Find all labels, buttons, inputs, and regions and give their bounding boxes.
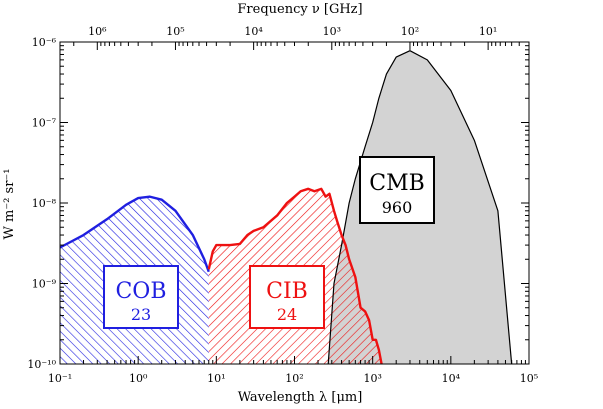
cib-label-box: CIB 24 [249,265,325,329]
x-tick-label: 10² [285,372,303,385]
y-tick-label: 10⁻¹⁰ [27,358,56,371]
top-axis-ticks: 10⁶ 10⁵ 10⁴ 10³ 10² 10¹ [59,25,530,50]
x-tick-label: 10⁻¹ [48,372,72,385]
cmb-value: 960 [382,198,413,217]
x-tick-label: 10⁵ [520,372,538,385]
cmb-label-box: CMB 960 [359,156,435,224]
y-tick-label: 10⁻⁷ [32,117,57,130]
y-tick-label: 10⁻⁹ [32,278,57,291]
x-tick-label: 10¹ [207,372,225,385]
y-tick-label: 10⁻⁶ [32,36,57,49]
bottom-axis-ticks: 10⁻¹ 10⁰ 10¹ 10² 10³ 10⁴ 10⁵ [48,356,538,385]
cmb-line [327,50,513,365]
top-tick-label: 10⁶ [88,25,107,38]
x-tick-label: 10⁴ [442,372,461,385]
cmb-label: CMB [369,171,425,196]
x-tick-label: 10³ [363,372,381,385]
x-tick-label: 10⁰ [129,372,148,385]
cob-label-box: COB 23 [103,265,179,329]
cib-line [207,187,383,365]
top-tick-label: 10¹ [479,25,497,38]
top-tick-label: 10² [401,25,419,38]
x-axis-label: Wavelength λ [μm] [238,390,363,405]
top-tick-label: 10⁴ [244,25,263,38]
cob-line [59,195,210,273]
top-axis-label: Frequency ν [GHz] [237,2,362,17]
cob-value: 23 [131,305,151,324]
cib-label: CIB [266,279,308,304]
y-axis-label: W m⁻² sr⁻¹ [2,169,17,240]
cib-value: 24 [277,305,297,324]
top-tick-label: 10³ [323,25,341,38]
top-tick-label: 10⁵ [166,25,184,38]
cob-label: COB [115,279,166,304]
y-tick-label: 10⁻⁸ [32,197,57,210]
left-axis-ticks: 10⁻¹⁰ 10⁻⁹ 10⁻⁸ 10⁻⁷ 10⁻⁶ [27,36,529,371]
